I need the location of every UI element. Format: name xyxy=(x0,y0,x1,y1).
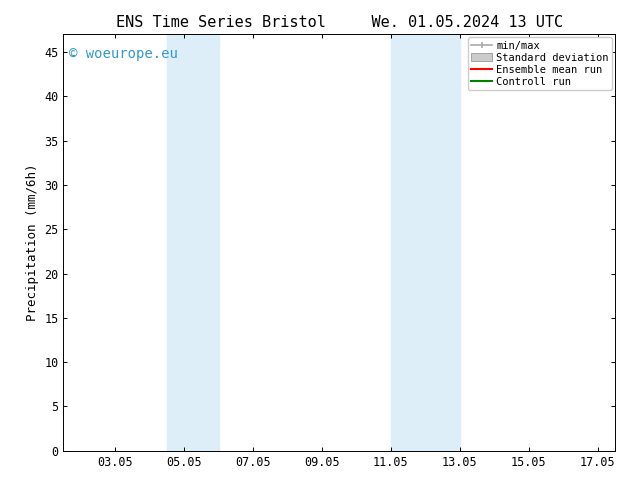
Text: © woeurope.eu: © woeurope.eu xyxy=(69,47,178,61)
Y-axis label: Precipitation (mm/6h): Precipitation (mm/6h) xyxy=(26,164,39,321)
Bar xyxy=(167,34,219,451)
Legend: min/max, Standard deviation, Ensemble mean run, Controll run: min/max, Standard deviation, Ensemble me… xyxy=(468,37,612,90)
Title: ENS Time Series Bristol     We. 01.05.2024 13 UTC: ENS Time Series Bristol We. 01.05.2024 1… xyxy=(115,15,563,30)
Bar xyxy=(391,34,460,451)
